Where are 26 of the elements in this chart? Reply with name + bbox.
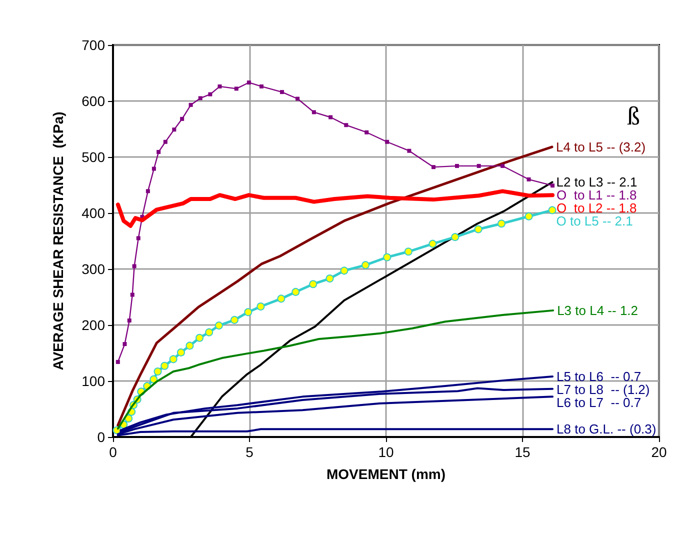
series-label: L8 to G.L. -- (0.3) <box>556 422 656 437</box>
x-tick-label: 5 <box>246 444 254 460</box>
series-label: O to L5 -- 2.1 <box>556 214 633 229</box>
x-tick-label: 20 <box>651 444 667 460</box>
y-tick-label: 700 <box>82 37 106 53</box>
y-tick-label: 0 <box>97 429 106 445</box>
y-tick-label: 400 <box>82 205 106 221</box>
series-label: L5 to L6 -- 0.7 <box>556 369 642 384</box>
y-tick-label: 500 <box>82 149 106 165</box>
x-tick-label: 15 <box>514 444 530 460</box>
series-label: L2 to L3 -- 2.1 <box>556 174 638 190</box>
y-tick-label: 300 <box>82 261 106 277</box>
x-tick-label: 10 <box>378 444 394 460</box>
series-label: O to L1 -- 1.8 <box>556 188 637 203</box>
series-label: L7 to L8 -- (1.2) <box>556 382 650 398</box>
series-label: L6 to L7 -- 0.7 <box>556 395 642 410</box>
series-label: L4 to L5 -- (3.2) <box>556 139 646 154</box>
series-label: L3 to L4 -- 1.2 <box>557 302 638 318</box>
y-tick-label: 100 <box>82 373 106 389</box>
x-axis-title: MOVEMENT (mm) <box>326 466 446 482</box>
y-tick-label: 600 <box>82 93 106 109</box>
series-label: O to L2 -- 1.8 <box>556 200 637 216</box>
annotation: ß <box>627 102 640 130</box>
y-axis-title: AVERAGE SHEAR RESISTANCE (KPa) <box>50 112 66 370</box>
y-tick-label: 200 <box>82 317 106 333</box>
x-tick-label: 0 <box>109 444 118 460</box>
